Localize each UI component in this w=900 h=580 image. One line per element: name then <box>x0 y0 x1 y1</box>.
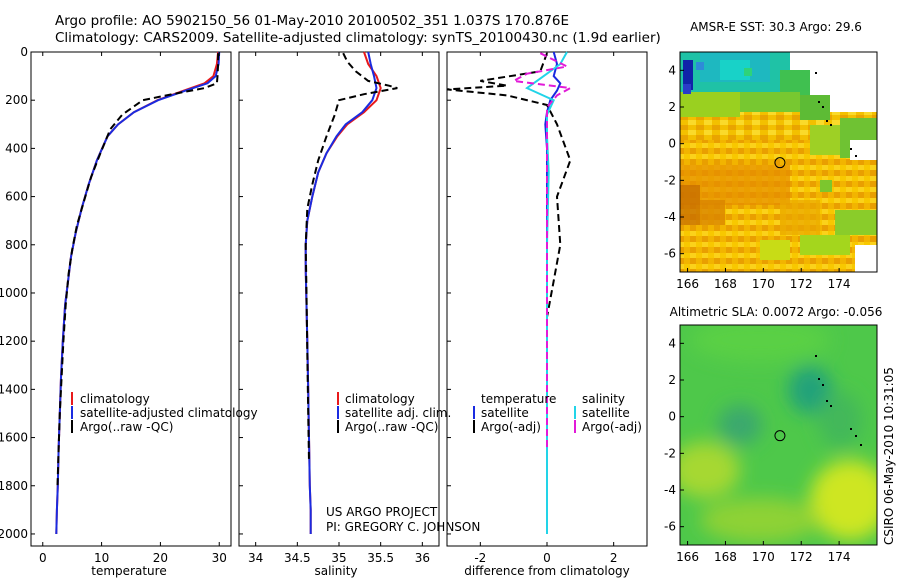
sla-float-marker <box>774 430 786 442</box>
timestamp-stamp: CSIRO 06-May-2010 10:31:05 <box>882 367 896 545</box>
legend-label-sal-argo: Argo(-adj) <box>582 420 642 434</box>
x-tick-label: 172 <box>790 550 813 564</box>
y-tick-label: -2 <box>664 173 676 187</box>
legend-label-temp-argo: Argo(-adj) <box>481 420 541 434</box>
y-tick-label: 800 <box>5 238 28 252</box>
y-tick-label: 1000 <box>0 286 28 300</box>
x-tick-label: 36 <box>415 551 430 565</box>
x-tick-label: 170 <box>752 550 775 564</box>
y-tick-label: 1800 <box>0 479 28 493</box>
y-tick-label: 0 <box>668 137 676 151</box>
project-pi: PI: GREGORY C. JOHNSON <box>326 520 480 534</box>
y-tick-label: 2 <box>668 373 676 387</box>
project-name: US ARGO PROJECT <box>326 505 438 519</box>
sst-map-title: AMSR-E SST: 30.3 Argo: 29.6 <box>690 20 862 34</box>
y-tick-label: 2 <box>668 100 676 114</box>
legend-label-satellite: satellite adj. clim. <box>345 406 451 420</box>
y-tick-label: 400 <box>5 141 28 155</box>
salinity-panel-frame <box>238 51 440 547</box>
x-tick-label: -2 <box>474 551 486 565</box>
y-tick-label: 200 <box>5 93 28 107</box>
y-tick-label: 1600 <box>0 431 28 445</box>
difference-axis-label: difference from climatology <box>464 564 630 578</box>
y-tick-label: 1400 <box>0 382 28 396</box>
legend-label-climatology: climatology <box>345 392 415 406</box>
series-line-argo-raw-qc- <box>56 53 220 486</box>
salinity-series-layer <box>304 51 398 534</box>
series-line-climatology <box>55 51 220 535</box>
temperature-axes: 0 10 20 30 0 200 400 600 800 1000 1200 1400 1600 1800… <box>0 45 227 565</box>
sla-map-title: Altimetric SLA: 0.0072 Argo: -0.056 <box>670 305 883 319</box>
sst-map-image <box>680 52 877 272</box>
y-tick-label: 2000 <box>0 527 28 541</box>
island-markers <box>815 72 862 446</box>
temperature-axis-label: temperature <box>91 564 166 578</box>
temperature-panel-frame <box>30 51 232 547</box>
x-tick-label: 0 <box>543 551 551 565</box>
x-tick-label: 166 <box>676 277 699 291</box>
x-tick-label: 20 <box>153 551 168 565</box>
x-tick-label: 168 <box>714 277 737 291</box>
x-tick-label: 35.5 <box>367 551 394 565</box>
salinity-axis-label: salinity <box>314 564 357 578</box>
sla-map-frame <box>679 324 878 546</box>
figure-title-line-1: Argo profile: AO 5902150_56 01-May-2010 … <box>55 13 570 29</box>
temperature-series-layer <box>55 51 221 535</box>
y-tick-label: -4 <box>664 210 676 224</box>
series-line-climatology <box>304 51 382 534</box>
series-line-temperature-argo-adj- <box>446 52 572 486</box>
x-tick-label: 170 <box>752 277 775 291</box>
y-tick-label: -2 <box>664 446 676 460</box>
y-tick-label: -4 <box>664 483 676 497</box>
figure-title-line-2: Climatology: CARS2009. Satellite-adjuste… <box>55 30 661 46</box>
salinity-legend: climatology satellite adj. clim. Argo(..… <box>337 392 451 434</box>
x-tick-label: 174 <box>828 550 851 564</box>
difference-axes: -2 0 2 <box>447 51 618 565</box>
legend-label-argo: Argo(..raw -QC) <box>80 420 173 434</box>
y-tick-label: 4 <box>668 63 676 77</box>
sst-map-frame <box>679 51 878 273</box>
x-tick-label: 34 <box>248 551 263 565</box>
series-line-argo-raw-qc- <box>304 52 398 462</box>
x-tick-label: 10 <box>94 551 109 565</box>
x-tick-label: 174 <box>828 277 851 291</box>
legend-label-argo: Argo(..raw -QC) <box>345 420 438 434</box>
legend-label-satellite: satellite-adjusted climatology <box>80 406 258 420</box>
y-tick-label: 4 <box>668 336 676 350</box>
x-tick-label: 166 <box>676 550 699 564</box>
y-tick-label: 1200 <box>0 334 28 348</box>
series-line-satellite-adj-clim- <box>304 51 378 534</box>
sst-map-axes: 166 168 170 172 174 4 2 0 -2 -4 -6 <box>664 63 851 291</box>
x-tick-label: 30 <box>212 551 227 565</box>
series-line-salinity-argo-adj- <box>510 52 574 450</box>
y-tick-label: 0 <box>668 410 676 424</box>
x-tick-label: 168 <box>714 550 737 564</box>
difference-series-layer <box>446 51 574 534</box>
x-tick-label: 0 <box>39 551 47 565</box>
sla-map-image <box>680 325 877 545</box>
y-tick-label: -6 <box>664 247 676 261</box>
y-tick-label: 0 <box>20 45 28 59</box>
salinity-axes: 34 34.5 35 35.5 36 <box>239 51 430 565</box>
temperature-legend: climatology satellite-adjusted climatolo… <box>71 392 258 434</box>
x-tick-label: 35 <box>331 551 346 565</box>
legend-label-sal-satellite: satellite <box>582 406 630 420</box>
x-tick-label: 34.5 <box>284 551 311 565</box>
difference-legend: temperature satellite Argo(-adj) salinit… <box>473 392 642 434</box>
legend-header-temperature: temperature <box>481 392 556 406</box>
series-line-satellite-adjusted-climatology <box>55 51 221 535</box>
legend-label-temp-satellite: satellite <box>481 406 529 420</box>
y-tick-label: -6 <box>664 520 676 534</box>
x-tick-label: 2 <box>610 551 618 565</box>
y-tick-label: 600 <box>5 190 28 204</box>
sla-map-axes: 166 168 170 172 174 4 2 0 -2 -4 -6 <box>664 336 851 564</box>
legend-header-salinity: salinity <box>582 392 625 406</box>
sst-float-marker <box>774 157 786 169</box>
x-tick-label: 172 <box>790 277 813 291</box>
legend-label-climatology: climatology <box>80 392 150 406</box>
